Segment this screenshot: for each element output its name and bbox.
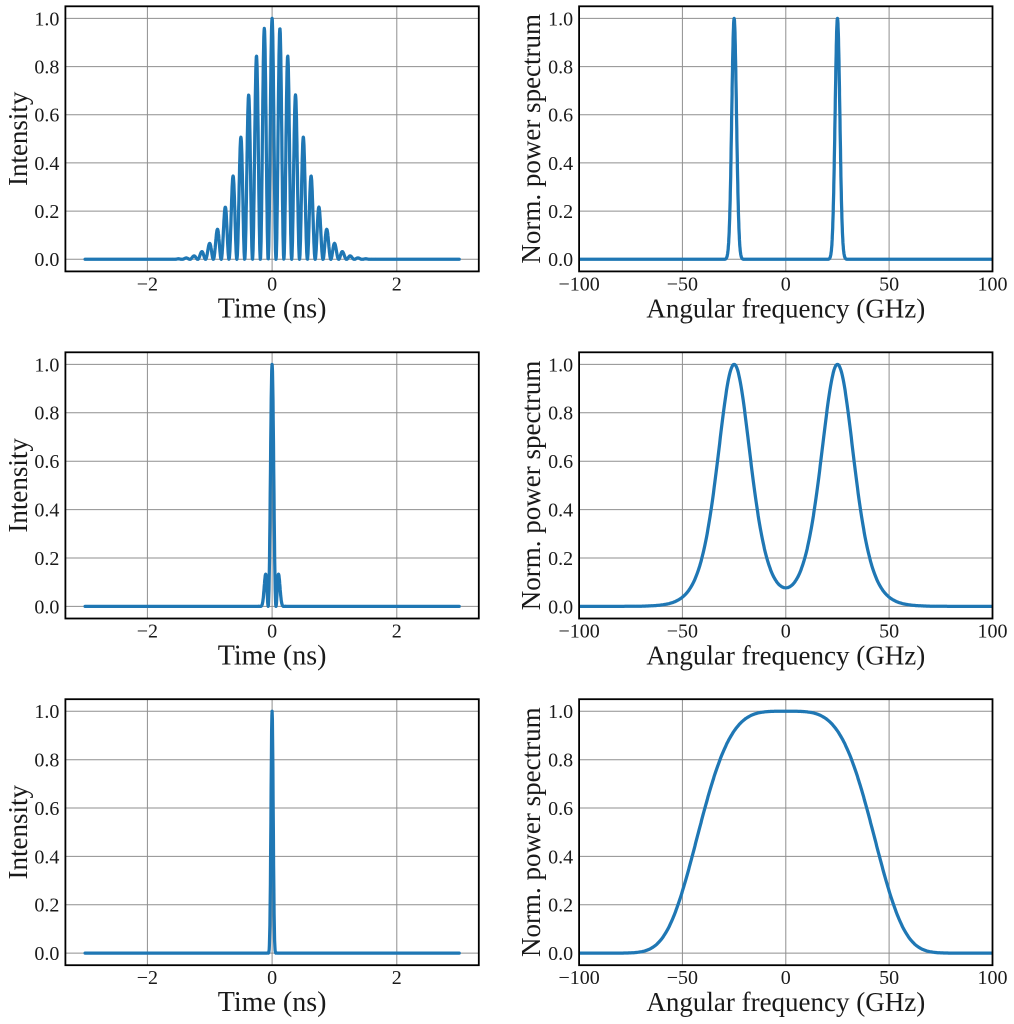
svg-text:0.0: 0.0 (548, 943, 573, 965)
svg-text:1.0: 1.0 (34, 8, 59, 30)
svg-text:−2: −2 (137, 621, 158, 643)
svg-text:0.8: 0.8 (548, 57, 573, 79)
svg-text:−100: −100 (558, 273, 599, 295)
svg-text:100: 100 (978, 621, 1008, 643)
svg-text:0.2: 0.2 (548, 895, 573, 917)
svg-text:0.6: 0.6 (34, 451, 59, 473)
svg-text:Norm. power spectrum: Norm. power spectrum (516, 707, 546, 957)
svg-text:0.4: 0.4 (548, 846, 573, 868)
svg-text:100: 100 (978, 967, 1008, 989)
svg-text:0.4: 0.4 (548, 500, 573, 522)
svg-text:0: 0 (267, 621, 277, 643)
svg-text:Angular frequency (GHz): Angular frequency (GHz) (646, 987, 925, 1017)
svg-text:1.0: 1.0 (548, 8, 573, 30)
svg-text:50: 50 (879, 967, 899, 989)
svg-text:−2: −2 (137, 967, 158, 989)
svg-text:−100: −100 (558, 967, 599, 989)
svg-text:1.0: 1.0 (34, 354, 59, 376)
svg-text:−50: −50 (667, 967, 698, 989)
svg-text:−50: −50 (667, 621, 698, 643)
svg-text:−50: −50 (667, 273, 698, 295)
svg-text:Intensity: Intensity (3, 91, 33, 186)
svg-text:0.0: 0.0 (548, 596, 573, 618)
svg-text:Norm. power spectrum: Norm. power spectrum (516, 361, 546, 611)
svg-text:0.4: 0.4 (34, 500, 59, 522)
svg-text:0.8: 0.8 (34, 57, 59, 79)
svg-text:Time (ns): Time (ns) (218, 987, 327, 1018)
svg-text:2: 2 (392, 967, 402, 989)
svg-text:0.2: 0.2 (548, 548, 573, 570)
svg-text:Time (ns): Time (ns) (218, 641, 327, 672)
svg-text:0.4: 0.4 (34, 153, 59, 175)
svg-text:0.0: 0.0 (34, 596, 59, 618)
svg-text:2: 2 (392, 621, 402, 643)
svg-text:0.6: 0.6 (34, 798, 59, 820)
svg-text:−2: −2 (137, 273, 158, 295)
svg-text:0.2: 0.2 (34, 895, 59, 917)
svg-text:0.4: 0.4 (34, 846, 59, 868)
svg-text:2: 2 (392, 273, 402, 295)
svg-text:100: 100 (978, 273, 1008, 295)
svg-text:0.4: 0.4 (548, 153, 573, 175)
svg-text:0.6: 0.6 (34, 105, 59, 127)
svg-text:0.6: 0.6 (548, 451, 573, 473)
svg-text:Intensity: Intensity (3, 784, 33, 879)
svg-text:0.6: 0.6 (548, 105, 573, 127)
svg-text:0.0: 0.0 (34, 943, 59, 965)
svg-text:0.0: 0.0 (34, 249, 59, 271)
svg-text:0.8: 0.8 (34, 750, 59, 772)
svg-text:0.8: 0.8 (548, 403, 573, 425)
svg-text:50: 50 (879, 621, 899, 643)
svg-text:Norm. power spectrum: Norm. power spectrum (516, 14, 546, 264)
svg-text:−100: −100 (558, 621, 599, 643)
svg-text:0.6: 0.6 (548, 798, 573, 820)
svg-text:0.8: 0.8 (548, 750, 573, 772)
svg-text:0.2: 0.2 (34, 201, 59, 223)
svg-text:0: 0 (781, 273, 791, 295)
svg-text:0.0: 0.0 (548, 249, 573, 271)
svg-text:0.2: 0.2 (548, 201, 573, 223)
svg-text:1.0: 1.0 (548, 701, 573, 723)
svg-text:Intensity: Intensity (3, 438, 33, 533)
svg-text:0: 0 (781, 621, 791, 643)
svg-text:0: 0 (781, 967, 791, 989)
svg-text:1.0: 1.0 (548, 354, 573, 376)
svg-text:50: 50 (879, 273, 899, 295)
svg-text:Angular frequency (GHz): Angular frequency (GHz) (646, 641, 925, 671)
svg-text:1.0: 1.0 (34, 701, 59, 723)
svg-text:0: 0 (267, 273, 277, 295)
svg-text:Time (ns): Time (ns) (218, 293, 327, 324)
svg-text:0.8: 0.8 (34, 403, 59, 425)
svg-text:Angular frequency (GHz): Angular frequency (GHz) (646, 293, 925, 323)
svg-text:0: 0 (267, 967, 277, 989)
svg-text:0.2: 0.2 (34, 548, 59, 570)
